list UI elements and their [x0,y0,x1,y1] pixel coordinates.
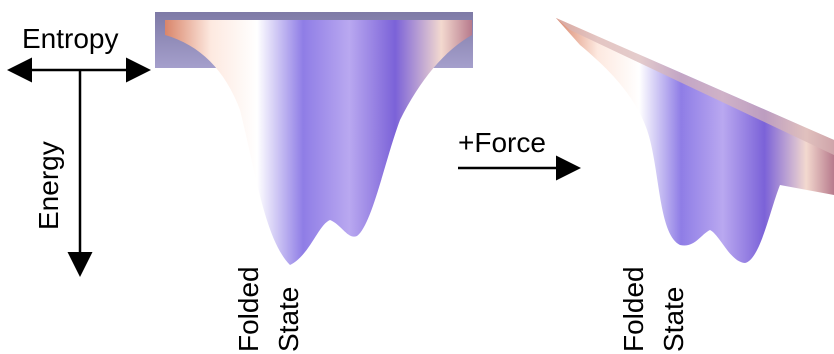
force-label: +Force [458,127,546,158]
diagram: Entropy Energy +Force Folded State Folde… [0,0,834,354]
entropy-label: Entropy [22,23,119,54]
energy-label: Energy [33,141,64,230]
landscape-surface [165,20,472,265]
state-label: Folded [618,266,649,352]
energy-landscape [155,12,473,265]
energy-landscape [556,18,834,263]
landscape-surface [556,18,834,263]
state-label: State [273,287,304,352]
state-label: State [658,287,689,352]
state-label: Folded [233,266,264,352]
